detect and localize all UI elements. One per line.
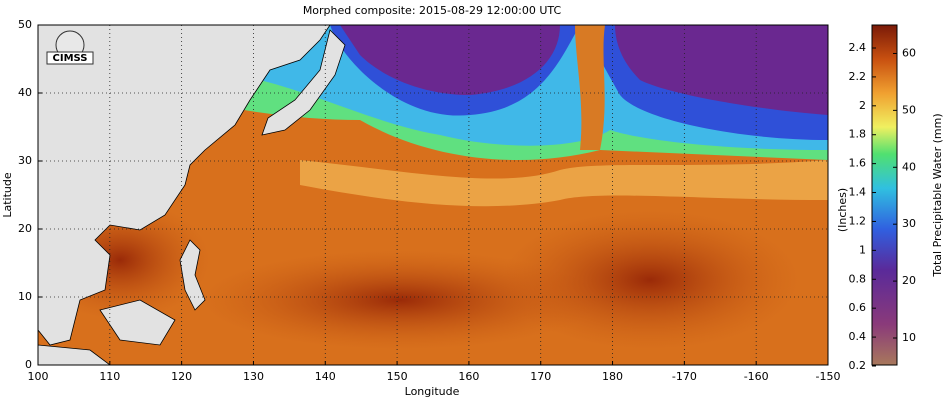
colorbar-inch-label: 1.6	[849, 157, 867, 170]
colorbar-inch-label: 0.6	[849, 301, 867, 314]
colorbar-inch-label: 0.8	[849, 272, 867, 285]
x-tick-label: 120	[171, 370, 192, 383]
logo-text: CIMSS	[53, 53, 88, 64]
graticule	[38, 25, 828, 365]
y-tick-label: 0	[25, 358, 32, 371]
x-tick-label: 130	[243, 370, 264, 383]
colorbar	[871, 24, 898, 366]
colorbar-inch-label: 1.8	[849, 128, 867, 141]
colorbar-inch-label: 1	[859, 243, 866, 256]
x-tick-label: 170	[530, 370, 551, 383]
x-tick-label: -150	[816, 370, 841, 383]
y-tick-label: 20	[18, 222, 32, 235]
logo: CIMSS	[46, 30, 94, 65]
colorbar-right-label: Total Precipitable Water (mm)	[931, 113, 944, 277]
x-tick-label: 150	[387, 370, 408, 383]
colorbar-mm-label: 10	[902, 331, 916, 344]
y-tick-label: 10	[18, 290, 32, 303]
y-tick-label: 30	[18, 154, 32, 167]
x-tick-label: -160	[744, 370, 769, 383]
colorbar-mm-label: 30	[902, 217, 916, 230]
y-tick-label: 40	[18, 86, 32, 99]
y-axis-label: Latitude	[1, 172, 14, 218]
x-tick-label: 140	[315, 370, 336, 383]
colorbar-inch-label: 0.4	[849, 330, 867, 343]
x-tick-label: 180	[602, 370, 623, 383]
x-axis-label: Longitude	[405, 385, 460, 398]
colorbar-inch-label: 2	[859, 99, 866, 112]
map-title: Morphed composite: 2015-08-29 12:00:00 U…	[303, 4, 562, 17]
y-tick-label: 50	[18, 18, 32, 31]
colorbar-mm-label: 50	[902, 103, 916, 116]
colorbar-inch-label: 1.2	[849, 214, 867, 227]
x-tick-label: 160	[458, 370, 479, 383]
colorbar-inch-label: 2.4	[849, 41, 867, 54]
x-tick-label: 110	[99, 370, 120, 383]
colorbar-mm-label: 60	[902, 46, 916, 59]
colorbar-inch-label: 0.2	[849, 359, 867, 372]
colorbar-mm-label: 20	[902, 274, 916, 287]
water-vapor-field	[38, 25, 828, 365]
colorbar-left-label: (Inches)	[836, 188, 849, 232]
x-tick-label: 100	[28, 370, 49, 383]
colorbar-inch-label: 2.2	[849, 70, 867, 83]
colorbar-mm-label: 40	[902, 160, 916, 173]
x-tick-label: -170	[672, 370, 697, 383]
map-frame	[37, 24, 829, 366]
colorbar-inch-label: 1.4	[849, 186, 867, 199]
